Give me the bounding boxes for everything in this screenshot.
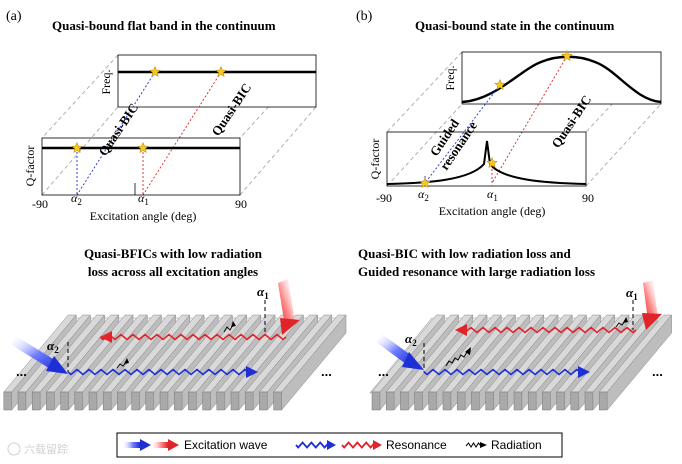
grating-b-blue-arrowhead: [578, 366, 590, 378]
panel-b-star-q-left: [419, 176, 431, 189]
grating-a-desc-line1: Quasi-BFICs with low radiation: [84, 246, 263, 261]
grating-b-blue-incident-head: [402, 352, 424, 370]
grating-a: α1 α2 ... ...: [3, 279, 347, 411]
grating-a-blue-incident-beam: [10, 336, 58, 370]
panel-b-label: (b): [356, 9, 373, 24]
panel-a-xlabel: Excitation angle (deg): [90, 209, 197, 223]
legend: Excitation wave Resonance Radiation: [116, 432, 563, 458]
panel-a-star-q-left: [71, 141, 83, 154]
panel-a-label: (a): [6, 9, 22, 24]
panel-b-red-guide: [491, 55, 568, 184]
grating-b-ellipsis-right: ...: [652, 364, 663, 379]
grating-a-blue-arrowhead: [246, 366, 258, 378]
legend-box: [116, 432, 563, 458]
grating-b-radiation-1: [615, 320, 626, 328]
legend-blue-resonance-head: [327, 440, 336, 450]
panel-b-xmax: 90: [582, 191, 594, 205]
panel-a-star-freq-right: [215, 65, 227, 78]
grating-a-red-arrowhead: [100, 331, 112, 343]
legend-red-beam: [150, 442, 168, 448]
grating-a-ellipsis-right: ...: [321, 364, 332, 379]
grating-a-alpha2: α2: [47, 338, 59, 355]
grating-b-alpha1: α1: [626, 285, 638, 302]
panel-a-xmax: 90: [235, 197, 247, 211]
panel-a-blue-guide: [76, 71, 156, 196]
grating-a-radiation-2-head: [124, 358, 129, 364]
panel-b-blue-guide: [424, 84, 501, 184]
watermark-icon: [7, 442, 21, 456]
grating-b-desc-line1: Quasi-BIC with low radiation loss and: [358, 246, 572, 261]
grating-a-radiation-1: [223, 324, 234, 333]
panel-a-alpha1-tick: α1: [138, 191, 149, 207]
panel-a-freq-plot: [117, 54, 317, 108]
grating-a-ellipsis-left: ...: [16, 364, 27, 379]
grating-b-red-incident-beam: [643, 280, 658, 321]
grating-a-alpha1: α1: [257, 284, 269, 301]
grating-b-ellipsis-left: ...: [378, 364, 389, 379]
legend-blue-head: [140, 439, 151, 451]
grating-b-blue-incident-beam: [376, 334, 412, 364]
grating-a-red-resonance: [99, 333, 287, 341]
grating-a-red-incident-beam: [278, 279, 295, 327]
panel-a-star-q-right: [137, 141, 149, 154]
panel-b: (b) Quasi-bound state in the continuum F…: [356, 9, 662, 218]
panel-b-alpha2-tick: α2: [418, 187, 429, 203]
grating-b-ridges: [371, 314, 673, 411]
grating-a-radiation-1-head: [231, 321, 236, 327]
grating-a-blue-incident-head: [46, 356, 68, 374]
grating-b-radiation-2-head: [465, 347, 471, 355]
panel-b-star-freq-left: [494, 78, 506, 91]
panel-a: (a) Quasi-bound flat band in the continu…: [6, 9, 317, 223]
panel-b-guides: [386, 51, 662, 187]
grating-b-radiation-2: [445, 351, 468, 367]
panel-a-red-guide: [142, 71, 222, 196]
legend-excitation-label: Excitation wave: [184, 438, 268, 452]
panel-b-q-label: Q-factor: [368, 139, 382, 180]
grating-b: α1 α2 ... ...: [369, 280, 673, 411]
panel-a-q-plot: [41, 137, 241, 196]
panel-b-title: Quasi-bound state in the continuum: [415, 18, 615, 33]
legend-resonance-label: Resonance: [386, 438, 447, 452]
legend-blue-beam: [122, 442, 140, 448]
panel-b-star-freq-top: [561, 49, 573, 62]
grating-b-blue-resonance: [423, 368, 587, 376]
panel-b-q-plot: [386, 131, 587, 187]
panel-a-q-label: Q-factor: [23, 146, 37, 187]
grating-b-red-incident-head: [642, 313, 662, 330]
grating-a-blue-resonance: [67, 368, 255, 376]
legend-red-head: [168, 439, 179, 451]
panel-a-title: Quasi-bound flat band in the continuum: [52, 18, 276, 33]
panel-b-freq-label: Freq.: [443, 66, 457, 91]
legend-red-resonance-head: [373, 440, 382, 450]
grating-a-red-incident-head: [280, 318, 300, 335]
watermark-text: 六载留踪: [24, 442, 68, 456]
panel-a-freq-label: Freq.: [99, 70, 113, 95]
panel-b-alpha1-tick: α1: [487, 187, 498, 203]
panel-a-alpha2-tick: α2: [71, 191, 82, 207]
grating-b-red-resonance: [461, 326, 637, 334]
panel-b-freq-plot: [461, 51, 662, 105]
legend-radiation-icon: [465, 442, 482, 448]
panel-b-xmin: -90: [376, 191, 392, 205]
legend-red-resonance: [341, 441, 376, 449]
legend-radiation-label: Radiation: [491, 438, 542, 452]
panel-b-star-q-peak: [486, 156, 498, 169]
grating-a-desc-line2: loss across all excitation angles: [88, 264, 258, 279]
panel-a-xmin: -90: [32, 197, 48, 211]
legend-radiation-head: [480, 442, 487, 448]
legend-blue-resonance: [295, 441, 330, 449]
grating-b-red-arrowhead: [455, 324, 467, 336]
watermark: 六载留踪: [7, 442, 68, 456]
panel-b-xlabel: Excitation angle (deg): [439, 204, 546, 218]
panel-a-star-freq-left: [149, 65, 161, 78]
grating-a-radiation-2: [116, 361, 127, 369]
grating-b-desc-line2: Guided resonance with large radiation lo…: [358, 264, 595, 279]
panel-a-tag-left: Quasi-BIC: [95, 100, 141, 158]
grating-b-radiation-1-head: [623, 317, 628, 323]
grating-b-alpha2: α2: [405, 331, 417, 348]
